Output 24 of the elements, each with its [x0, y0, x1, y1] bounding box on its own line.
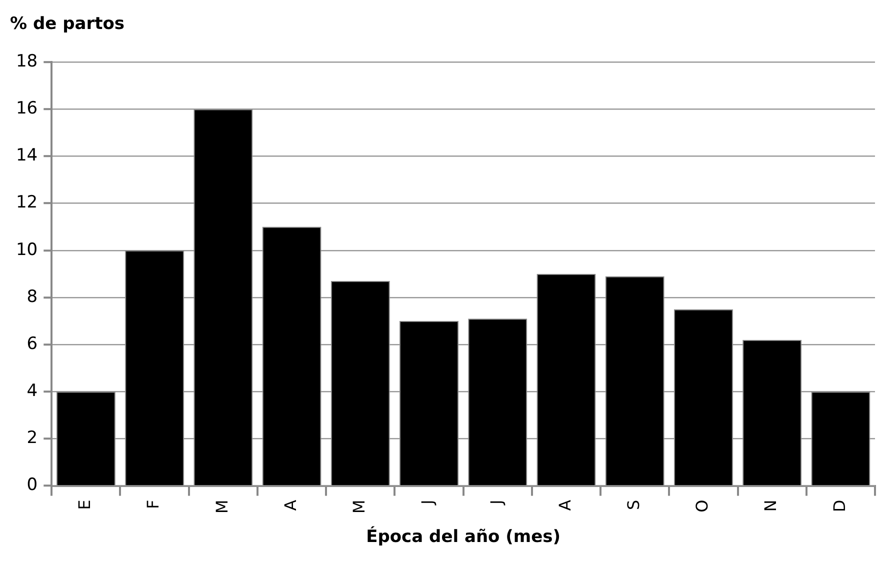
- x-tick-label: M: [212, 500, 232, 514]
- x-tick-label: J: [486, 500, 506, 506]
- y-axis-title: % de partos: [10, 14, 125, 34]
- y-tick-label: 10: [16, 240, 38, 260]
- x-tick-label: S: [624, 500, 644, 510]
- y-tick-label: 14: [16, 146, 38, 166]
- x-axis-title: Época del año (mes): [366, 526, 561, 548]
- y-tick-label: 6: [26, 334, 38, 354]
- x-tick-label: A: [280, 500, 300, 511]
- y-tick-label: 16: [16, 98, 38, 119]
- y-tick-label: 0: [26, 475, 38, 496]
- x-tick-label: A: [555, 500, 574, 511]
- y-tick-label: 4: [26, 381, 38, 402]
- x-tick-label: J: [418, 500, 438, 506]
- y-tick-label: 18: [16, 51, 38, 72]
- x-tick-label: E: [75, 500, 94, 510]
- x-tick-label: D: [830, 500, 849, 512]
- y-tick-label: 12: [16, 192, 38, 213]
- x-tick-label: F: [144, 500, 163, 509]
- x-tick-label: N: [761, 500, 780, 512]
- y-tick-label: 8: [26, 286, 38, 307]
- x-tick-label: O: [692, 500, 712, 512]
- y-tick-label: 2: [26, 428, 38, 448]
- x-tick-label: M: [350, 500, 369, 514]
